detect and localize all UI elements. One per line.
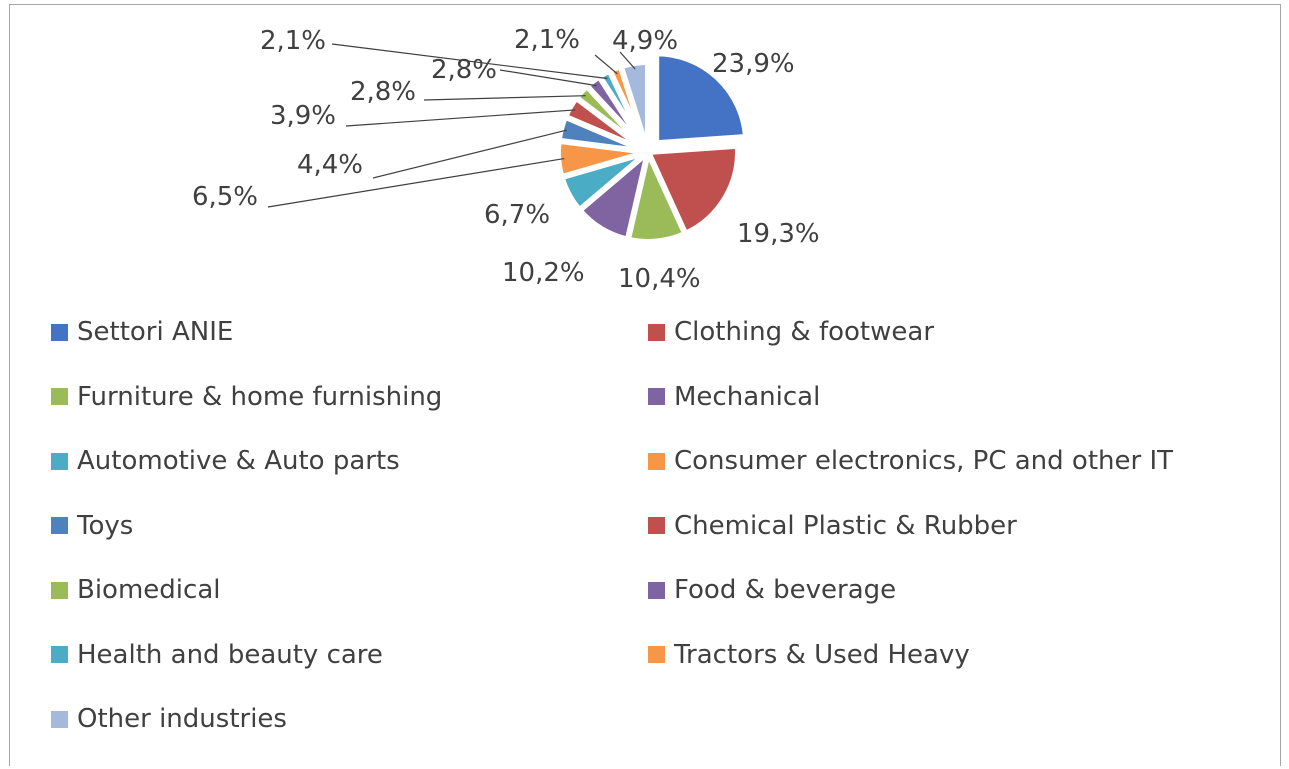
leader-line-11 [331, 43, 608, 80]
data-label-13: 4,9% [612, 26, 678, 56]
legend-item-12: Tractors & Used Heavy [648, 635, 970, 675]
leader-line-9 [423, 95, 586, 101]
legend-item-9: Biomedical [51, 570, 220, 610]
legend-swatch [51, 710, 68, 728]
legend-item-5: Automotive & Auto parts [51, 441, 400, 481]
legend-item-4: Mechanical [648, 377, 820, 417]
legend-label: Biomedical [77, 575, 221, 605]
legend-label: Furniture & home furnishing [77, 381, 443, 412]
data-label-6: 6,5% [192, 182, 258, 212]
legend-swatch [51, 581, 68, 599]
legend-label: Consumer electronics, PC and other IT [674, 446, 1174, 476]
legend-label: Mechanical [674, 381, 821, 412]
legend-swatch [648, 323, 665, 341]
legend-item-10: Food & beverage [648, 570, 896, 610]
leader-line-8 [345, 109, 576, 127]
leader-line-10 [499, 69, 597, 87]
legend-item-8: Chemical Plastic & Rubber [648, 506, 1017, 546]
chart-frame [9, 4, 1281, 766]
data-label-7: 4,4% [297, 150, 363, 180]
data-label-8: 3,9% [270, 101, 336, 131]
data-label-9: 2,8% [350, 77, 416, 107]
leader-line-7 [372, 129, 568, 179]
legend-swatch [51, 646, 68, 663]
legend-swatch [648, 388, 665, 405]
pie-slice-1 [653, 50, 749, 147]
data-label-5: 6,7% [484, 200, 550, 230]
legend-label: Chemical Plastic & Rubber [674, 510, 1017, 541]
pie-slice-2 [645, 142, 741, 237]
legend-label: Toys [77, 510, 134, 541]
legend-label: Other industries [77, 704, 287, 734]
legend-item-3: Furniture & home furnishing [51, 377, 442, 417]
leader-line-6 [267, 157, 565, 208]
data-label-1: 23,9% [712, 49, 795, 79]
legend-swatch [648, 646, 665, 663]
data-label-2: 19,3% [737, 219, 820, 249]
data-label-3: 10,4% [618, 264, 701, 294]
legend-item-2: Clothing & footwear [648, 312, 934, 352]
legend-swatch [648, 581, 665, 599]
legend-swatch [648, 452, 665, 470]
leader-line-12 [594, 54, 618, 75]
legend-label: Clothing & footwear [674, 317, 935, 347]
legend-swatch [51, 452, 68, 470]
legend-swatch [51, 323, 68, 341]
legend-item-13: Other industries [51, 699, 287, 739]
legend-item-11: Health and beauty care [51, 635, 383, 675]
pie-slice-13 [617, 59, 651, 155]
data-label-4: 10,2% [502, 258, 585, 288]
legend-item-6: Consumer electronics, PC and other IT [648, 441, 1173, 481]
legend-label: Food & beverage [674, 575, 897, 605]
legend-item-1: Settori ANIE [51, 312, 233, 352]
legend-label: Automotive & Auto parts [77, 446, 400, 476]
data-label-10: 2,8% [431, 55, 497, 85]
legend-item-7: Toys [51, 506, 133, 546]
data-label-11: 2,1% [260, 26, 326, 56]
legend-swatch [51, 388, 68, 405]
legend-label: Health and beauty care [77, 639, 383, 670]
legend-swatch [51, 517, 68, 534]
leader-line-13 [619, 51, 636, 70]
data-label-12: 2,1% [514, 25, 580, 55]
legend-swatch [648, 517, 665, 534]
legend-label: Tractors & Used Heavy [674, 639, 970, 670]
legend-label: Settori ANIE [77, 317, 234, 347]
